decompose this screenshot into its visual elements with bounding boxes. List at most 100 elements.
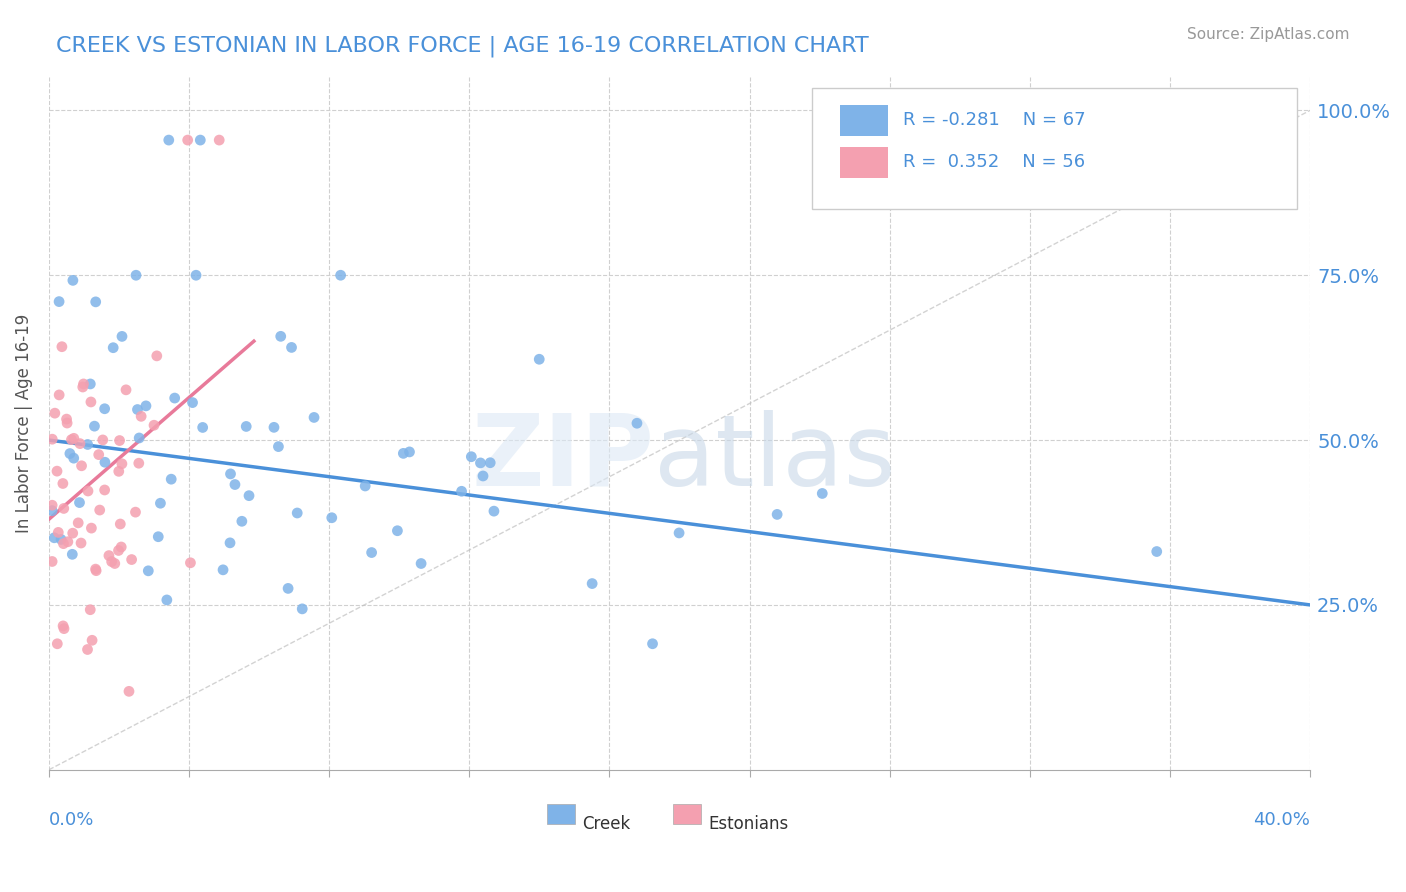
- Estonians: [128, 456, 150, 470]
- Estonians: [111, 457, 134, 471]
- Estonians: [107, 543, 129, 558]
- Estonians: [51, 340, 73, 354]
- Estonians: [129, 409, 152, 424]
- Estonians: [84, 564, 107, 578]
- Estonians: [41, 498, 63, 512]
- Estonians: [48, 388, 70, 402]
- Creek: [387, 524, 409, 538]
- Creek: [94, 455, 117, 469]
- Estonians: [70, 458, 93, 473]
- Estonians: [72, 376, 94, 391]
- Estonians: [41, 554, 63, 568]
- Estonians: [176, 133, 198, 147]
- Text: atlas: atlas: [654, 409, 896, 507]
- Text: CREEK VS ESTONIAN IN LABOR FORCE | AGE 16-19 CORRELATION CHART: CREEK VS ESTONIAN IN LABOR FORCE | AGE 1…: [56, 36, 869, 57]
- Creek: [472, 469, 495, 483]
- Creek: [83, 419, 105, 434]
- Creek: [231, 514, 253, 528]
- Estonians: [115, 383, 138, 397]
- Estonians: [60, 433, 83, 447]
- Estonians: [70, 536, 93, 550]
- Estonians: [124, 505, 146, 519]
- Creek: [626, 416, 648, 430]
- Creek: [44, 531, 66, 545]
- Creek: [270, 329, 292, 343]
- FancyBboxPatch shape: [811, 87, 1298, 209]
- Estonians: [52, 501, 75, 516]
- Creek: [148, 530, 170, 544]
- Creek: [59, 446, 82, 460]
- Bar: [839, 146, 887, 178]
- Creek: [235, 419, 257, 434]
- Estonians: [72, 380, 94, 394]
- Creek: [79, 376, 101, 391]
- Creek: [302, 410, 325, 425]
- Creek: [479, 456, 502, 470]
- Text: Source: ZipAtlas.com: Source: ZipAtlas.com: [1187, 27, 1350, 42]
- Creek: [60, 547, 83, 561]
- Creek: [127, 402, 149, 417]
- Estonians: [110, 516, 132, 531]
- Estonians: [100, 555, 122, 569]
- Creek: [482, 504, 505, 518]
- Estonians: [80, 633, 103, 648]
- Creek: [267, 440, 290, 454]
- Estonians: [46, 525, 69, 540]
- Text: R =  0.352    N = 56: R = 0.352 N = 56: [903, 153, 1085, 171]
- Creek: [398, 445, 420, 459]
- Creek: [1146, 544, 1168, 558]
- Creek: [84, 294, 107, 309]
- Creek: [76, 437, 98, 451]
- Creek: [392, 446, 415, 460]
- Estonians: [146, 349, 169, 363]
- Estonians: [80, 395, 103, 409]
- Y-axis label: In Labor Force | Age 16-19: In Labor Force | Age 16-19: [15, 314, 32, 533]
- Creek: [354, 479, 377, 493]
- Creek: [460, 450, 482, 464]
- Creek: [149, 496, 172, 510]
- Creek: [49, 533, 72, 547]
- Estonians: [104, 557, 127, 571]
- Creek: [291, 602, 314, 616]
- Estonians: [46, 637, 69, 651]
- Creek: [285, 506, 308, 520]
- Text: 40.0%: 40.0%: [1253, 812, 1310, 830]
- Estonians: [87, 448, 110, 462]
- Estonians: [44, 406, 66, 420]
- Creek: [470, 456, 492, 470]
- Creek: [48, 294, 70, 309]
- Creek: [224, 477, 246, 491]
- Estonians: [110, 540, 132, 554]
- Estonians: [52, 536, 75, 550]
- Estonians: [56, 416, 79, 430]
- Creek: [136, 564, 159, 578]
- Estonians: [107, 464, 129, 478]
- Creek: [93, 401, 115, 416]
- Creek: [181, 395, 204, 409]
- Estonians: [69, 436, 91, 450]
- Creek: [156, 593, 179, 607]
- Estonians: [63, 431, 86, 445]
- Bar: [547, 805, 575, 823]
- Bar: [839, 105, 887, 136]
- Estonians: [52, 476, 75, 491]
- Estonians: [62, 526, 84, 541]
- Text: 0.0%: 0.0%: [49, 812, 94, 830]
- Estonians: [108, 434, 131, 448]
- Creek: [329, 268, 352, 283]
- Estonians: [97, 549, 120, 563]
- Estonians: [143, 418, 166, 433]
- Estonians: [79, 603, 101, 617]
- Estonians: [84, 562, 107, 576]
- Creek: [766, 508, 789, 522]
- Creek: [62, 273, 84, 287]
- Estonians: [121, 552, 143, 566]
- Text: Creek: Creek: [582, 814, 631, 833]
- Creek: [212, 563, 235, 577]
- Creek: [811, 486, 834, 500]
- Estonians: [89, 503, 111, 517]
- Creek: [163, 391, 186, 405]
- Bar: [673, 805, 702, 823]
- Estonians: [76, 642, 98, 657]
- Estonians: [52, 619, 75, 633]
